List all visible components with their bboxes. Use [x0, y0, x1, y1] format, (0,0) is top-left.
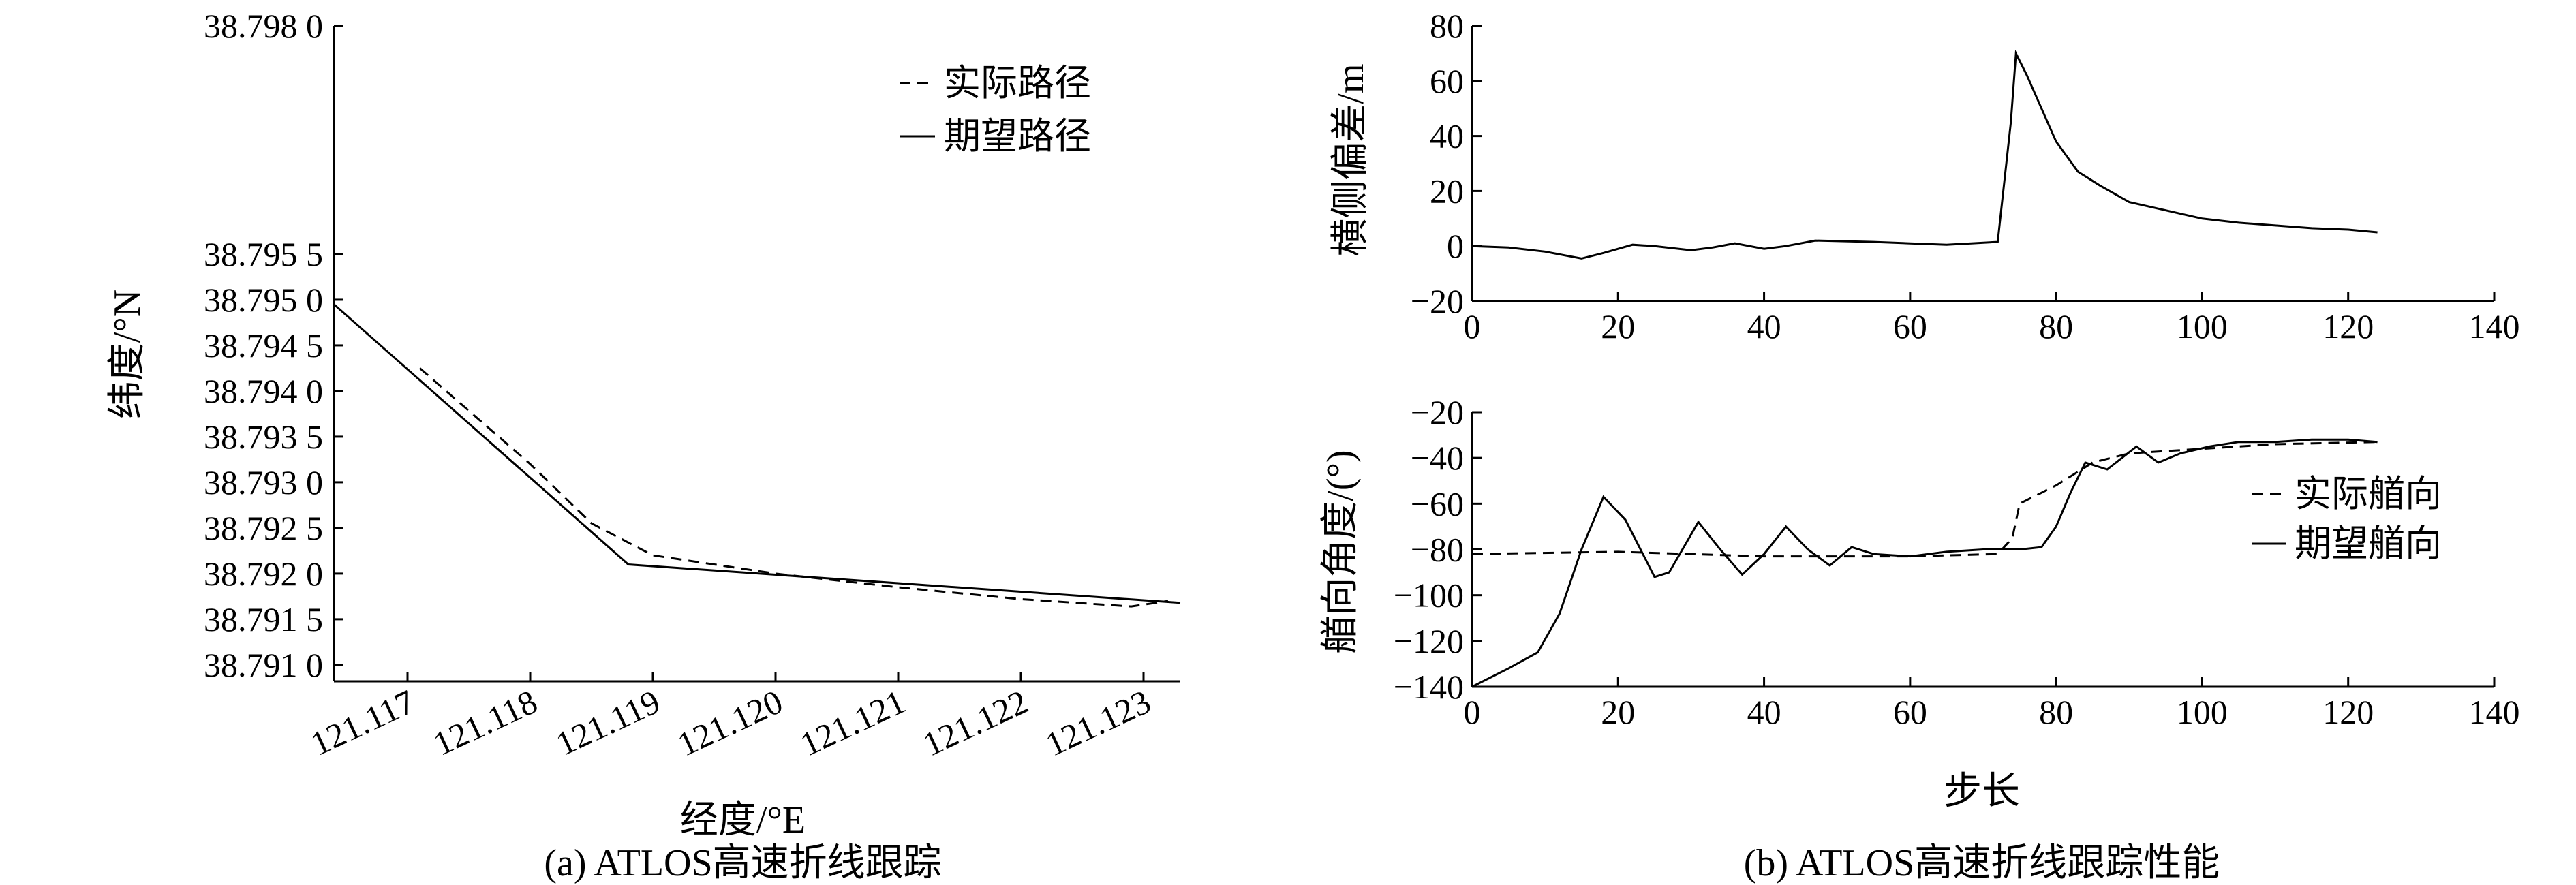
chart-a-x-tick-label: 121.119: [550, 682, 665, 763]
chart-b-top-x-tick-label: 0: [1464, 307, 1481, 345]
chart-a-x-tick-label: 121.122: [917, 682, 1034, 763]
chart-a-legend-label-actual: 实际路径: [944, 63, 1091, 104]
chart-a-x-tick-label: 121.118: [427, 682, 542, 763]
chart-b-top-series-line-0: [1471, 49, 2378, 260]
chart-b-bottom-series-line-0: [1471, 441, 2378, 558]
chart-b-legend-label-desired: 期望艏向: [2295, 523, 2442, 564]
chart-b-top-x-ticks: 0 20 40 60 80 100 120 140: [1464, 292, 2520, 345]
chart-b-bottom-y-ticks: −140 −120 −100 −80 −60 −40 −20: [1394, 393, 1482, 706]
chart-a-ylabel: 纬度/°N: [106, 290, 149, 419]
chart-b-bottom-y-tick-label: −60: [1411, 484, 1464, 523]
chart-b-top-y-ticks: −20 0 20 40 60 80: [1411, 7, 1482, 320]
chart-b-bottom-x-tick-label: 40: [1747, 693, 1781, 731]
chart-b-bottom-series: [1471, 438, 2378, 688]
chart-a-x-ticks: 121.117 121.118 121.119 121.120 121.121 121.1…: [305, 672, 1156, 764]
chart-b-top-y-tick-label: −20: [1411, 282, 1464, 320]
chart-b-bottom-y-tick-label: −40: [1411, 439, 1464, 477]
chart-b-bottom-x-tick-label: 120: [2322, 693, 2374, 731]
chart-b-bottom-x-ticks: 0 20 40 60 80 100 120 140: [1464, 677, 2520, 731]
chart-a-y-tick-label: 38.795 0: [204, 281, 323, 319]
chart-b-top-ylabel: 横侧偏差/m: [1330, 63, 1372, 256]
chart-a-x-tick-label: 121.121: [795, 682, 911, 763]
chart-a-series-line-0: [419, 367, 1169, 608]
chart-b-bottom-y-tick-label: −140: [1394, 668, 1464, 706]
chart-b-top-x-tick-label: 120: [2322, 307, 2374, 345]
chart-a-caption: (a) ATLOS高速折线跟踪: [544, 842, 941, 884]
chart-b-top-y-tick-label: 80: [1430, 7, 1464, 45]
chart-b-top-x-tick-label: 60: [1893, 307, 1927, 345]
chart-a-y-tick-label: 38.795 5: [204, 235, 323, 273]
chart-b-caption: (b) ATLOS高速折线跟踪性能: [1744, 842, 2220, 884]
chart-a-x-tick-label: 121.117: [305, 682, 420, 763]
chart-a-y-tick-label: 38.793 5: [204, 418, 323, 456]
chart-a-y-tick-label: 38.791 5: [204, 600, 323, 638]
chart-b-legend-label-actual: 实际艏向: [2295, 473, 2442, 514]
chart-b-top-series: [1471, 49, 2378, 260]
chart-b-bottom-x-tick-label: 0: [1464, 693, 1481, 731]
chart-b-bottom-series-line-1: [1471, 438, 2378, 688]
chart-b-bottom-legend: 实际艏向 期望艏向: [2252, 473, 2442, 564]
chart-b-bottom-x-tick-label: 100: [2177, 693, 2228, 731]
chart-a-x-tick-label: 121.120: [672, 682, 788, 763]
chart-b-top-x-tick-label: 40: [1747, 307, 1781, 345]
chart-a-y-tick-label: 38.794 0: [204, 372, 323, 410]
chart-b-bottom-x-tick-label: 20: [1601, 693, 1635, 731]
chart-b-top-y-tick-label: 40: [1430, 117, 1464, 155]
chart-b-top-x-tick-label: 140: [2469, 307, 2520, 345]
chart-b-top-y-tick-label: 0: [1447, 227, 1464, 265]
chart-a-xlabel: 经度/°E: [680, 799, 806, 841]
chart-b-bottom-x-tick-label: 80: [2039, 693, 2073, 731]
chart-b-bottom-y-tick-label: −120: [1394, 622, 1464, 660]
chart-b-bottom-x-tick-label: 140: [2469, 693, 2520, 731]
chart-a-y-tick-label: 38.791 0: [204, 646, 323, 684]
chart-b-top-x-tick-label: 20: [1601, 307, 1635, 345]
chart-a-y-ticks: 38.791 0 38.791 5 38.792 0 38.792 5 38.793 0…: [204, 7, 343, 684]
chart-b-bottom-y-tick-label: −80: [1411, 531, 1464, 569]
chart-a-series: [333, 303, 1181, 608]
chart-b-top-x-tick-label: 100: [2177, 307, 2228, 345]
chart-b-bottom-panel: −140 −120 −100 −80 −60 −40 −20 0 20 40 60 80 100 120…: [1319, 393, 2520, 731]
chart-b-top-y-tick-label: 60: [1430, 62, 1464, 100]
chart-b-bottom-y-tick-label: −100: [1394, 576, 1464, 615]
chart-a-legend: 实际路径 期望路径: [900, 63, 1091, 157]
chart-b-bottom-ylabel: 艏向角度/(°): [1319, 450, 1362, 653]
chart-a-y-tick-label: 38.792 5: [204, 509, 323, 547]
chart-b-top-y-tick-label: 20: [1430, 172, 1464, 210]
chart-a-x-tick-label: 121.123: [1040, 682, 1156, 763]
chart-b-bottom-y-tick-label: −20: [1411, 393, 1464, 431]
chart-a-y-tick-label: 38.792 0: [204, 555, 323, 593]
chart-a-y-tick-label: 38.793 0: [204, 463, 323, 501]
chart-a-series-line-1: [333, 303, 1181, 604]
chart-a-y-tick-label: 38.798 0: [204, 7, 323, 45]
chart-a-y-tick-label: 38.794 5: [204, 326, 323, 364]
chart-b-top-x-tick-label: 80: [2039, 307, 2073, 345]
chart-b-bottom-x-tick-label: 60: [1893, 693, 1927, 731]
chart-a: 38.791 0 38.791 5 38.792 0 38.792 5 38.793 0…: [106, 7, 1181, 884]
chart-a-legend-label-desired: 期望路径: [944, 116, 1091, 157]
chart-b-xlabel: 步长: [1944, 771, 2020, 813]
